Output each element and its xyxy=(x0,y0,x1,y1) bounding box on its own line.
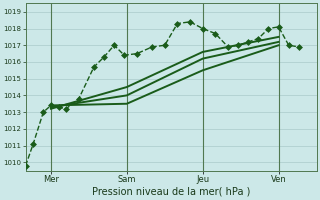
X-axis label: Pression niveau de la mer( hPa ): Pression niveau de la mer( hPa ) xyxy=(92,187,250,197)
